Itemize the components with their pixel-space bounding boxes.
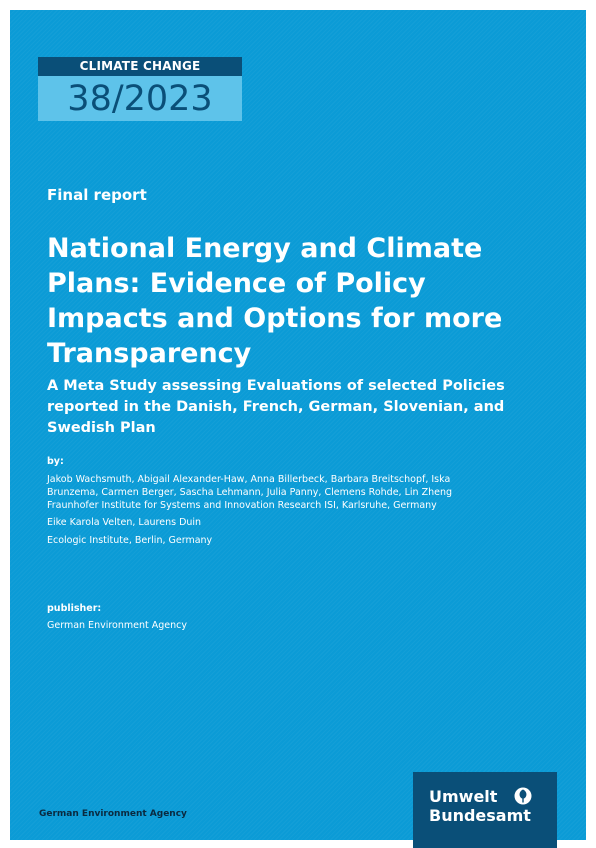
footer-agency: German Environment Agency (39, 809, 187, 819)
report-subtitle: A Meta Study assessing Evaluations of se… (47, 378, 505, 436)
publisher-name: German Environment Agency (47, 620, 187, 631)
author-names: Eike Karola Velten, Laurens Duin (47, 517, 202, 528)
series-number: 38/2023 (38, 76, 242, 121)
publisher-label: publisher: (47, 603, 102, 614)
author-institution: Ecologic Institute, Berlin, Germany (47, 535, 213, 546)
tree-emblem-icon (514, 787, 532, 805)
report-title: National Energy and Climate Plans: Evide… (47, 233, 503, 369)
series-label: CLIMATE CHANGE (38, 57, 242, 76)
cover-background: CLIMATE CHANGE 38/2023 (10, 10, 586, 840)
logo-line-2: Bundesamt (429, 806, 531, 825)
logo-line-1: Umwelt (429, 787, 498, 806)
author-names: Jakob Wachsmuth, Abigail Alexander-Haw, … (47, 474, 452, 498)
by-label: by: (47, 456, 64, 467)
author-group-1: Jakob Wachsmuth, Abigail Alexander-Haw, … (47, 473, 477, 512)
document-type: Final report (47, 186, 147, 204)
author-institution: Fraunhofer Institute for Systems and Inn… (47, 500, 437, 511)
uba-logo: Umwelt Bundesamt (413, 772, 557, 848)
logo-text: Umwelt Bundesamt (429, 787, 531, 825)
author-group-2: Eike Karola Velten, Laurens Duin (47, 516, 201, 529)
series-box: CLIMATE CHANGE 38/2023 (38, 57, 242, 121)
